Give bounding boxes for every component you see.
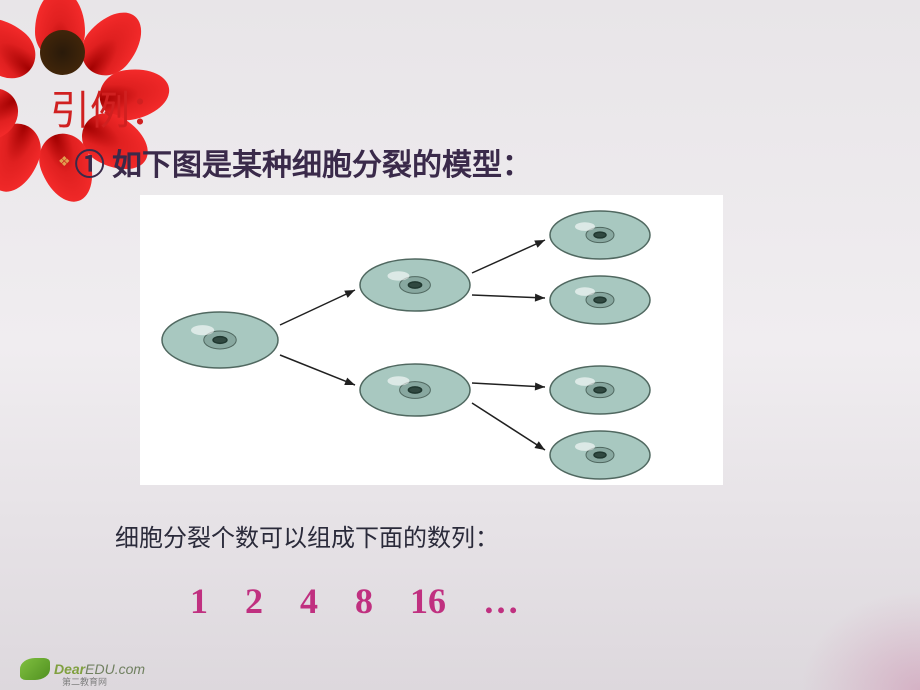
line-text: ① 如下图是某种细胞分裂的模型： xyxy=(75,140,533,184)
seq-item: 1 xyxy=(190,581,208,621)
seq-item: 2 xyxy=(245,581,263,621)
diagram-svg xyxy=(140,195,723,485)
seq-item: … xyxy=(483,581,519,621)
number-sequence: 1 2 4 8 16 … xyxy=(190,580,547,622)
seq-item: 4 xyxy=(300,581,318,621)
logo-subtitle: 第二教育网 xyxy=(62,675,107,688)
corner-decoration xyxy=(800,590,920,690)
bullet-line: ❖ ① 如下图是某种细胞分裂的模型： xyxy=(58,140,532,184)
slide-title: 引例： xyxy=(50,78,170,136)
logo-icon xyxy=(20,658,50,680)
seq-item: 16 xyxy=(410,581,446,621)
description-text: 细胞分裂个数可以组成下面的数列： xyxy=(115,518,499,553)
bullet-icon: ❖ xyxy=(58,154,71,171)
seq-item: 8 xyxy=(355,581,373,621)
cell-division-diagram xyxy=(140,195,723,485)
